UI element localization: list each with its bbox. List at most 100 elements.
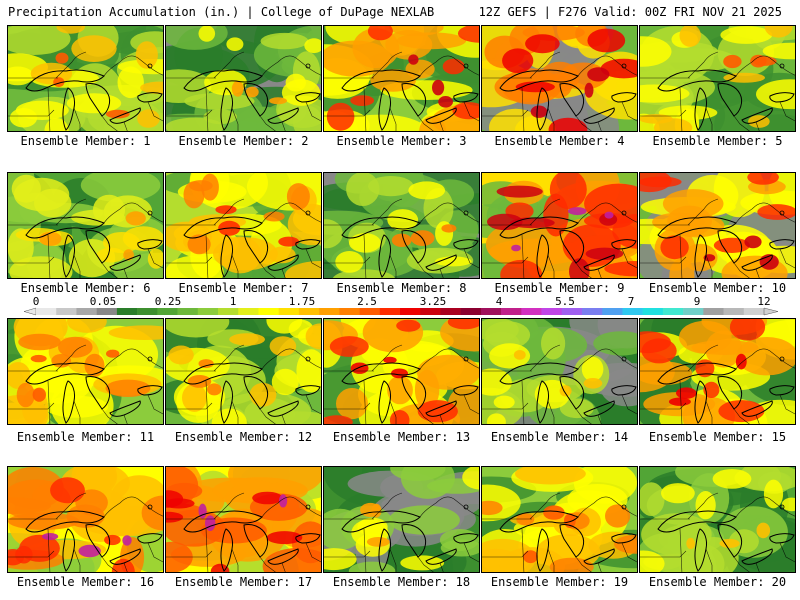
ensemble-member-label: Ensemble Member: 13 bbox=[332, 430, 471, 444]
ensemble-map-panel bbox=[165, 172, 322, 279]
ensemble-map-panel bbox=[639, 172, 796, 279]
colorbar-swatch bbox=[238, 308, 259, 315]
ensemble-map-panel bbox=[7, 172, 164, 279]
precip-field bbox=[482, 26, 637, 131]
ensemble-map-panel bbox=[7, 318, 164, 425]
ensemble-map-panel bbox=[323, 466, 480, 573]
colorbar-swatch bbox=[743, 308, 765, 315]
ensemble-map-panel bbox=[639, 466, 796, 573]
precip-field bbox=[482, 467, 637, 572]
ensemble-member-label: Ensemble Member: 18 bbox=[332, 575, 471, 589]
ensemble-member-label: Ensemble Member: 16 bbox=[16, 575, 155, 589]
colorbar-swatch bbox=[177, 308, 199, 315]
ensemble-map-panel bbox=[481, 172, 638, 279]
colorbar-swatch bbox=[460, 308, 482, 315]
precip-field bbox=[166, 467, 321, 572]
precip-field bbox=[324, 319, 479, 424]
ensemble-member-label: Ensemble Member: 5 bbox=[652, 134, 783, 148]
colorbar-tick-label: 9 bbox=[694, 295, 701, 308]
ensemble-member-label: Ensemble Member: 15 bbox=[648, 430, 787, 444]
ensemble-map-panel bbox=[639, 318, 796, 425]
colorbar-swatch bbox=[258, 308, 279, 315]
colorbar-tick-label: 12 bbox=[757, 295, 770, 308]
colorbar-swatch bbox=[440, 308, 461, 315]
precip-field bbox=[640, 467, 795, 572]
page-title: Precipitation Accumulation (in.) | Colle… bbox=[8, 5, 435, 19]
colorbar-swatch bbox=[157, 308, 178, 315]
colorbar-swatch bbox=[96, 308, 118, 315]
ensemble-map-panel bbox=[481, 25, 638, 132]
colorbar-tick-label: 0 bbox=[33, 295, 40, 308]
colorbar-swatch bbox=[541, 308, 563, 315]
colorbar-swatch bbox=[561, 308, 583, 315]
colorbar-swatch bbox=[622, 308, 643, 315]
colorbar-swatch bbox=[521, 308, 542, 315]
colorbar-swatch bbox=[420, 308, 441, 315]
colorbar-max-arrow bbox=[763, 307, 779, 316]
ensemble-member-label: Ensemble Member: 12 bbox=[174, 430, 313, 444]
ensemble-map-panel bbox=[323, 172, 480, 279]
precip-colorbar: 0 0.05 0.25 1 1.75 2.5 3.25 4 5.5 7 9 12 bbox=[23, 295, 779, 316]
colorbar-swatch bbox=[582, 308, 603, 315]
colorbar-swatch bbox=[298, 308, 320, 315]
ensemble-member-label: Ensemble Member: 1 bbox=[20, 134, 151, 148]
colorbar-swatch bbox=[56, 308, 77, 315]
ensemble-member-label: Ensemble Member: 9 bbox=[494, 281, 625, 295]
ensemble-member-label: Ensemble Member: 10 bbox=[648, 281, 787, 295]
precip-field bbox=[640, 319, 795, 424]
colorbar-swatch bbox=[278, 308, 300, 315]
colorbar-swatch bbox=[703, 308, 724, 315]
ensemble-map-panel bbox=[7, 466, 164, 573]
colorbar-tick-label: 0.25 bbox=[155, 295, 182, 308]
precip-field bbox=[166, 319, 321, 424]
colorbar-tick-label: 7 bbox=[628, 295, 635, 308]
colorbar-swatch bbox=[218, 308, 239, 315]
colorbar-tick-label: 0.05 bbox=[90, 295, 117, 308]
colorbar-swatch bbox=[501, 308, 522, 315]
ensemble-member-label: Ensemble Member: 2 bbox=[178, 134, 309, 148]
colorbar-swatch bbox=[76, 308, 97, 315]
precip-field bbox=[324, 26, 479, 131]
precip-field bbox=[8, 173, 163, 278]
ensemble-map-panel bbox=[639, 25, 796, 132]
precip-field bbox=[8, 26, 163, 131]
colorbar-swatch bbox=[379, 308, 401, 315]
colorbar-swatch bbox=[36, 308, 57, 315]
colorbar-swatch bbox=[339, 308, 360, 315]
colorbar-swatch bbox=[723, 308, 745, 315]
ensemble-member-label: Ensemble Member: 19 bbox=[490, 575, 629, 589]
colorbar-tick-label: 2.5 bbox=[357, 295, 377, 308]
precip-field bbox=[640, 173, 795, 278]
colorbar-swatch bbox=[116, 308, 138, 315]
colorbar-swatch bbox=[319, 308, 340, 315]
precip-field bbox=[166, 26, 321, 131]
colorbar-swatch bbox=[480, 308, 502, 315]
colorbar-swatch bbox=[359, 308, 381, 315]
colorbar-swatch bbox=[683, 308, 704, 315]
precip-field bbox=[482, 173, 637, 278]
colorbar-swatch bbox=[197, 308, 219, 315]
ensemble-map-panel bbox=[165, 25, 322, 132]
precip-field bbox=[324, 467, 479, 572]
colorbar-swatch bbox=[662, 308, 684, 315]
ensemble-member-label: Ensemble Member: 14 bbox=[490, 430, 629, 444]
precip-field bbox=[482, 319, 637, 424]
colorbar-tick-label: 5.5 bbox=[555, 295, 575, 308]
ensemble-member-label: Ensemble Member: 7 bbox=[178, 281, 309, 295]
precip-field bbox=[324, 173, 479, 278]
colorbar-tick-label: 1 bbox=[230, 295, 237, 308]
precip-field bbox=[166, 173, 321, 278]
ensemble-map-panel bbox=[323, 25, 480, 132]
ensemble-map-panel bbox=[165, 318, 322, 425]
colorbar-tick-label: 3.25 bbox=[420, 295, 447, 308]
precip-field bbox=[8, 319, 163, 424]
colorbar-min-arrow bbox=[23, 307, 37, 316]
ensemble-map-panel bbox=[7, 25, 164, 132]
precip-field bbox=[640, 26, 795, 131]
colorbar-tick-label: 1.75 bbox=[289, 295, 316, 308]
run-valid-time: 12Z GEFS | F276 Valid: 00Z FRI NOV 21 20… bbox=[478, 5, 782, 19]
ensemble-member-label: Ensemble Member: 6 bbox=[20, 281, 151, 295]
ensemble-map-panel bbox=[481, 466, 638, 573]
colorbar-tick-label: 4 bbox=[496, 295, 503, 308]
ensemble-member-label: Ensemble Member: 20 bbox=[648, 575, 787, 589]
